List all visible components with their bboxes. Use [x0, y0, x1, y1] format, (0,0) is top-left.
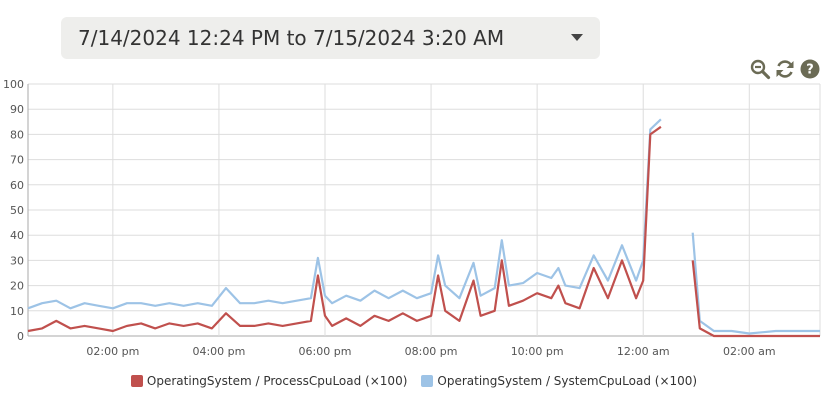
system-cpu-line	[27, 118, 662, 310]
y-tick-label: 50	[10, 204, 24, 217]
zoom-out-icon[interactable]	[749, 58, 771, 80]
chart-series	[27, 118, 820, 338]
svg-text:?: ?	[806, 63, 814, 78]
y-tick-label: 40	[10, 229, 24, 242]
x-tick-label: 02:00 pm	[86, 345, 139, 358]
date-range-dropdown[interactable]: 7/14/2024 12:24 PM to 7/15/2024 3:20 AM	[61, 17, 600, 59]
process-cpu-line	[27, 125, 662, 333]
chart-grid	[27, 83, 821, 337]
y-tick-label: 10	[10, 305, 24, 318]
x-axis: 02:00 pm 04:00 pm 06:00 pm 08:00 pm 10:00 pm…	[86, 345, 775, 358]
y-tick-label: 90	[10, 103, 24, 116]
x-tick-label: 12:00 am	[617, 345, 670, 358]
chart-legend: OperatingSystem / ProcessCpuLoad (×100) …	[0, 372, 828, 390]
y-tick-label: 60	[10, 179, 24, 192]
legend-swatch-system	[421, 375, 434, 387]
legend-label-process: OperatingSystem / ProcessCpuLoad (×100)	[146, 374, 408, 388]
date-range-label: 7/14/2024 12:24 PM to 7/15/2024 3:20 AM	[78, 26, 505, 50]
y-tick-label: 30	[10, 254, 24, 267]
legend-item-system-cpu[interactable]: OperatingSystem / SystemCpuLoad (×100)	[421, 374, 697, 388]
y-tick-label: 0	[17, 330, 24, 343]
y-axis: 0 10 20 30 40 50 60 70 80 90 100	[3, 78, 24, 343]
y-tick-label: 100	[3, 78, 24, 91]
x-tick-label: 04:00 pm	[192, 345, 245, 358]
legend-swatch-process	[130, 375, 143, 387]
process-cpu-line-segment	[691, 260, 820, 338]
help-icon[interactable]: ?	[799, 58, 821, 80]
refresh-icon[interactable]	[774, 58, 796, 80]
x-tick-label: 08:00 pm	[405, 345, 458, 358]
legend-label-system: OperatingSystem / SystemCpuLoad (×100)	[437, 374, 698, 388]
y-tick-label: 70	[10, 154, 24, 167]
y-tick-label: 80	[10, 128, 24, 141]
chevron-down-icon[interactable]	[571, 34, 583, 41]
x-tick-label: 10:00 pm	[511, 345, 564, 358]
system-cpu-line-segment	[691, 232, 820, 335]
chart-toolbar: ?	[749, 58, 821, 80]
x-tick-label: 02:00 am	[723, 345, 776, 358]
y-tick-label: 20	[10, 280, 24, 293]
x-tick-label: 06:00 pm	[299, 345, 352, 358]
legend-item-process-cpu[interactable]: OperatingSystem / ProcessCpuLoad (×100)	[130, 374, 408, 388]
